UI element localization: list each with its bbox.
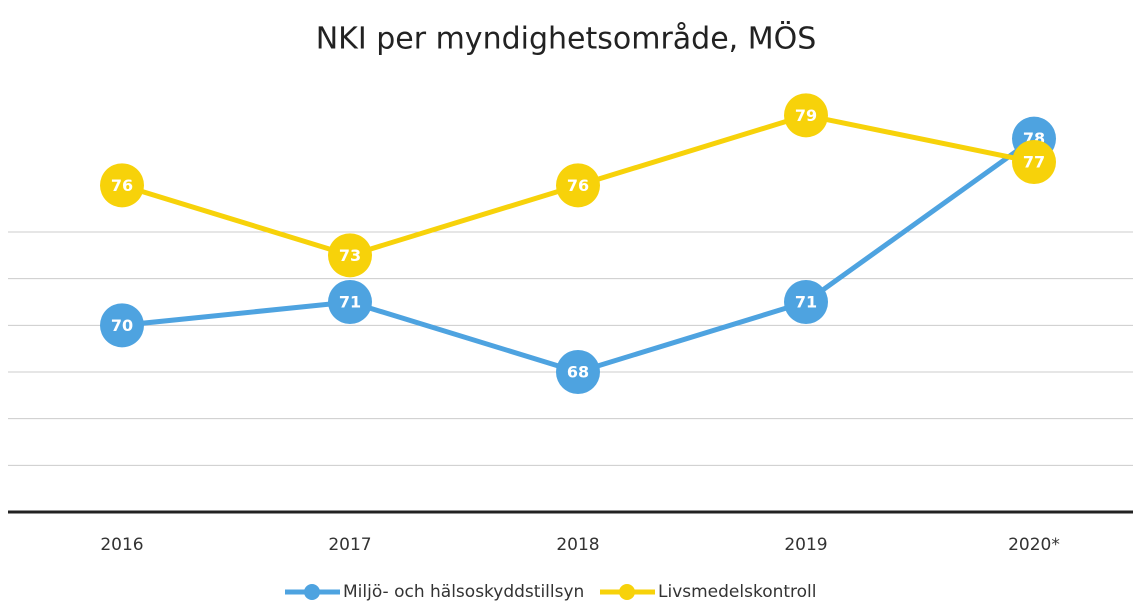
data-label: 73 — [339, 246, 361, 265]
data-label: 79 — [795, 106, 817, 125]
data-point — [784, 93, 828, 138]
data-label: 77 — [1023, 153, 1045, 172]
data-label: 71 — [339, 293, 361, 312]
data-point — [328, 280, 372, 324]
data-label: 71 — [795, 293, 817, 312]
legend-label: Miljö- och hälsoskyddstillsyn — [343, 582, 584, 602]
data-point — [328, 233, 372, 278]
legend-label: Livsmedelskontroll — [658, 582, 817, 602]
x-tick-label: 2018 — [556, 535, 599, 555]
x-tick-label: 2019 — [784, 535, 827, 555]
data-point — [556, 163, 600, 208]
data-label: 68 — [567, 363, 589, 382]
data-point — [100, 303, 144, 348]
data-point — [784, 280, 828, 324]
legend-marker — [304, 584, 320, 600]
data-point — [100, 163, 144, 208]
data-point — [1012, 140, 1056, 184]
chart-title: NKI per myndighetsområde, MÖS — [316, 21, 817, 57]
x-tick-label: 2016 — [100, 535, 143, 555]
data-label: 76 — [567, 176, 589, 195]
x-tick-label: 2017 — [328, 535, 371, 555]
x-tick-label: 2020* — [1008, 535, 1060, 555]
data-label: 76 — [111, 176, 133, 195]
data-point — [556, 350, 600, 394]
legend-marker — [619, 584, 635, 600]
data-label: 70 — [111, 316, 133, 335]
